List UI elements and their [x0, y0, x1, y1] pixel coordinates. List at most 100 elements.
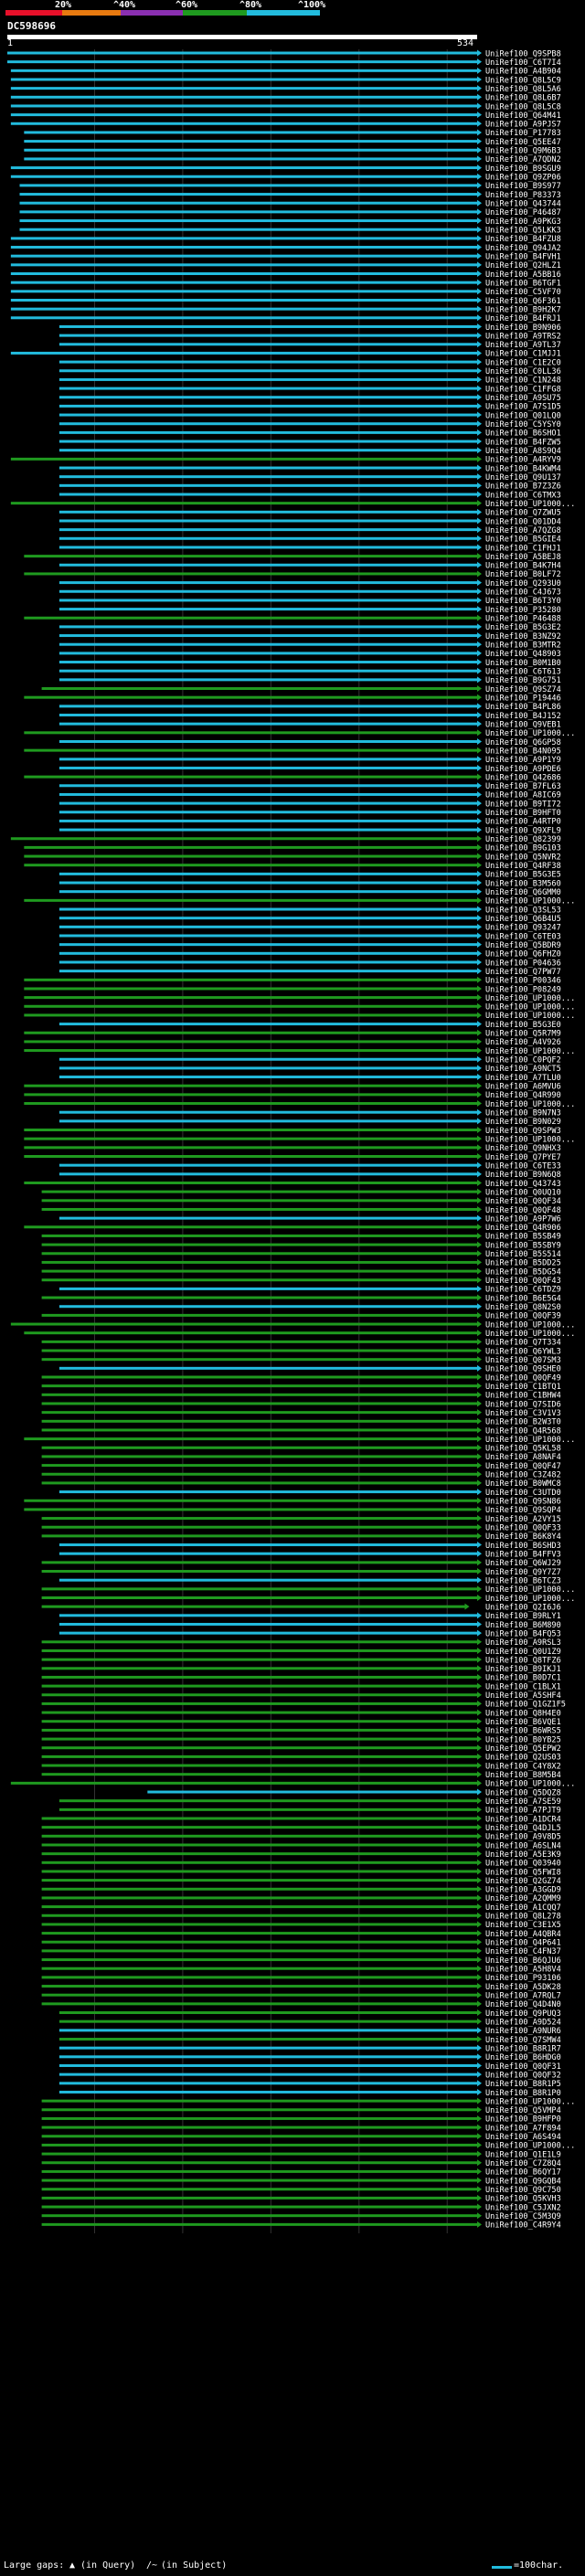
hit-label[interactable]: UniRef100_UP1000... — [485, 1436, 575, 1445]
hit-bar[interactable] — [41, 1896, 478, 1900]
hit-label[interactable]: UniRef100_B9RLY1 — [485, 1612, 561, 1621]
hit-bar[interactable] — [10, 95, 477, 99]
hit-row[interactable]: UniRef100_C4R9Y4 — [41, 2221, 561, 2231]
hit-row[interactable]: UniRef100_B0D7C1 — [41, 1674, 561, 1683]
hit-bar[interactable] — [58, 652, 477, 655]
hit-row[interactable]: UniRef100_B4FQ53 — [58, 1629, 561, 1638]
hit-label[interactable]: UniRef100_Q9SZ74 — [485, 685, 561, 694]
hit-label[interactable]: UniRef100_A6SLN4 — [485, 1841, 561, 1850]
hit-label[interactable]: UniRef100_B6QJU6 — [485, 1956, 561, 1966]
hit-label[interactable]: UniRef100_Q43744 — [485, 200, 561, 209]
hit-label[interactable]: UniRef100_Q01LQ0 — [485, 411, 561, 420]
hit-row[interactable]: UniRef100_C1E2C0 — [58, 358, 561, 367]
hit-bar[interactable] — [58, 466, 477, 470]
hit-label[interactable]: UniRef100_Q0U1Z9 — [485, 1648, 561, 1657]
hit-bar[interactable] — [41, 1464, 478, 1468]
hit-label[interactable]: UniRef100_Q293U0 — [485, 579, 561, 588]
hit-bar[interactable] — [58, 1807, 477, 1811]
hit-bar[interactable] — [24, 898, 478, 902]
hit-label[interactable]: UniRef100_Q5VMP4 — [485, 2106, 561, 2115]
hit-label[interactable]: UniRef100_A5SHF4 — [485, 1691, 561, 1701]
hit-row[interactable]: UniRef100_Q5EE47 — [24, 138, 561, 147]
hit-bar[interactable] — [24, 1181, 478, 1184]
hit-label[interactable]: UniRef100_Q0QF43 — [485, 1277, 561, 1286]
hit-row[interactable]: UniRef100_A9RSL3 — [41, 1638, 561, 1648]
hit-row[interactable]: UniRef100_A5DK28 — [41, 1983, 561, 1992]
hit-row[interactable]: UniRef100_Q5KL58 — [41, 1445, 561, 1454]
hit-bar[interactable] — [10, 281, 477, 284]
hit-label[interactable]: UniRef100_Q9SQP4 — [485, 1506, 561, 1515]
hit-label[interactable]: UniRef100_B0M1B0 — [485, 659, 561, 668]
hit-bar[interactable] — [10, 457, 477, 461]
hit-row[interactable]: UniRef100_Q5BDR9 — [58, 941, 561, 950]
hit-label[interactable]: UniRef100_A2VY15 — [485, 1515, 561, 1524]
hit-label[interactable]: UniRef100_Q8L6B7 — [485, 94, 561, 103]
hit-bar[interactable] — [41, 1887, 478, 1891]
hit-row[interactable]: UniRef100_Q01LQ0 — [58, 411, 561, 420]
hit-row[interactable]: UniRef100_Q9C750 — [41, 2186, 561, 2195]
hit-label[interactable]: UniRef100_Q8N2S0 — [485, 1303, 561, 1312]
hit-bar[interactable] — [41, 1358, 478, 1362]
hit-label[interactable]: UniRef100_C5JXN2 — [485, 2203, 561, 2212]
hit-row[interactable]: UniRef100_A8S9Q4 — [58, 447, 561, 456]
hit-label[interactable]: UniRef100_C6T613 — [485, 668, 561, 677]
hit-label[interactable]: UniRef100_B5S514 — [485, 1250, 561, 1259]
hit-row[interactable]: UniRef100_Q5VMP4 — [41, 2106, 561, 2115]
hit-row[interactable]: UniRef100_B5SBY9 — [41, 1241, 561, 1250]
hit-bar[interactable] — [24, 157, 478, 161]
hit-row[interactable]: UniRef100_Q94JA2 — [10, 244, 561, 253]
hit-label[interactable]: UniRef100_C3E1X5 — [485, 1921, 561, 1930]
hit-bar[interactable] — [24, 775, 478, 779]
hit-label[interactable]: UniRef100_B6TCZ3 — [485, 1576, 561, 1585]
hit-bar[interactable] — [24, 616, 478, 620]
hit-label[interactable]: UniRef100_Q9Y7Z7 — [485, 1568, 561, 1577]
hit-bar[interactable] — [58, 483, 477, 487]
hit-row[interactable]: UniRef100_Q7ZWU5 — [58, 509, 561, 518]
hit-row[interactable]: UniRef100_UP1000... — [10, 1320, 575, 1330]
hit-row[interactable]: UniRef100_A5BB16 — [10, 270, 561, 280]
hit-bar[interactable] — [41, 1375, 478, 1379]
hit-bar[interactable] — [10, 1322, 477, 1326]
hit-label[interactable]: UniRef100_B4K7H4 — [485, 562, 561, 571]
hit-bar[interactable] — [24, 1508, 478, 1511]
hit-row[interactable]: UniRef100_B4FVH1 — [10, 252, 561, 261]
hit-row[interactable]: UniRef100_Q03940 — [41, 1860, 561, 1869]
hit-label[interactable]: UniRef100_A7TLU0 — [485, 1074, 561, 1083]
hit-bar[interactable] — [41, 1648, 478, 1652]
hit-row[interactable]: UniRef100_B9S977 — [19, 182, 561, 191]
hit-row[interactable]: UniRef100_B9RLY1 — [58, 1612, 561, 1621]
hit-label[interactable]: UniRef100_C7Z8Q4 — [485, 2159, 561, 2168]
hit-bar[interactable] — [41, 1402, 478, 1405]
hit-bar[interactable] — [58, 1163, 477, 1167]
hit-row[interactable]: UniRef100_UP1000... — [41, 2142, 576, 2151]
hit-label[interactable]: UniRef100_Q64M41 — [485, 111, 561, 121]
hit-bar[interactable] — [41, 1870, 478, 1873]
hit-row[interactable]: UniRef100_A4B904 — [10, 68, 561, 77]
hit-label[interactable]: UniRef100_UP1000... — [485, 1330, 575, 1339]
hit-row[interactable]: UniRef100_B8M5B4 — [41, 1771, 561, 1780]
hit-row[interactable]: UniRef100_A6MVU6 — [24, 1083, 561, 1092]
hit-label[interactable]: UniRef100_B0YB25 — [485, 1735, 561, 1744]
hit-label[interactable]: UniRef100_P08249 — [485, 985, 561, 994]
hit-label[interactable]: UniRef100_Q6FHZ0 — [485, 950, 561, 959]
hit-bar[interactable] — [41, 1773, 478, 1776]
hit-bar[interactable] — [58, 2055, 477, 2059]
hit-row[interactable]: UniRef100_C4Y8X2 — [41, 1762, 561, 1771]
hit-label[interactable]: UniRef100_Q9GQB4 — [485, 2177, 561, 2186]
hit-row[interactable]: UniRef100_Q0QF31 — [58, 2062, 561, 2072]
hit-bar[interactable] — [10, 298, 477, 302]
hit-row[interactable]: UniRef100_C5M3Q9 — [41, 2212, 561, 2221]
hit-row[interactable]: UniRef100_C6TMX3 — [58, 491, 561, 500]
hit-label[interactable]: UniRef100_A8IC69 — [485, 791, 561, 800]
hit-row[interactable]: UniRef100_P04636 — [58, 959, 561, 968]
hit-bar[interactable] — [58, 792, 477, 796]
hit-row[interactable]: UniRef100_B6TCZ3 — [58, 1576, 561, 1585]
hit-bar[interactable] — [58, 404, 477, 408]
hit-row[interactable]: UniRef100_Q4R906 — [24, 1224, 561, 1233]
hit-row[interactable]: UniRef100_B5S514 — [41, 1250, 561, 1259]
hit-label[interactable]: UniRef100_C1BLX1 — [485, 1682, 561, 1691]
hit-label[interactable]: UniRef100_Q8H4E0 — [485, 1709, 561, 1718]
hit-label[interactable]: UniRef100_Q8L5C8 — [485, 102, 561, 111]
hit-label[interactable]: UniRef100_Q5NVR2 — [485, 853, 561, 862]
hit-bar[interactable] — [58, 766, 477, 769]
